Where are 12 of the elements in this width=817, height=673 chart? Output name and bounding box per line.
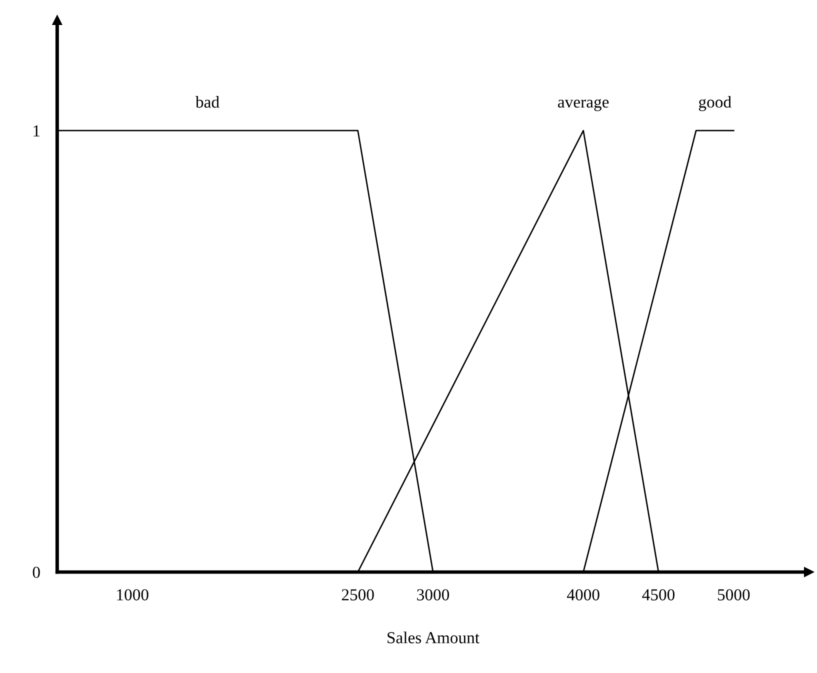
y-tick-label: 0 bbox=[32, 566, 40, 578]
series-label: bad bbox=[195, 96, 220, 108]
series-label: good bbox=[698, 96, 732, 112]
series-label: average bbox=[558, 98, 609, 112]
x-tick-label: 4000 bbox=[566, 589, 600, 600]
x-tick-label: 5000 bbox=[718, 589, 750, 600]
x-tick-label: 1000 bbox=[117, 589, 148, 600]
y-tick-label: 1 bbox=[34, 125, 40, 136]
x-tick-label: 4500 bbox=[642, 589, 675, 600]
x-axis-title: Sales Amount bbox=[388, 632, 480, 644]
x-tick-label: 3000 bbox=[417, 589, 450, 600]
x-tick-label: 2500 bbox=[342, 589, 374, 600]
